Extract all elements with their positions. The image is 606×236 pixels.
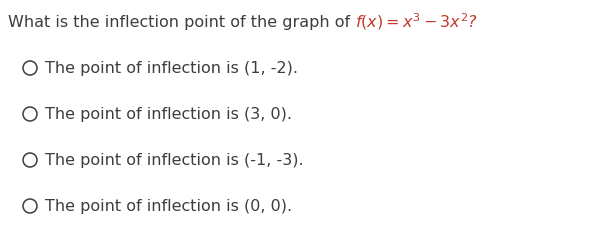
Text: The point of inflection is (1, -2).: The point of inflection is (1, -2). <box>45 60 298 76</box>
Text: What is the inflection point of the graph of: What is the inflection point of the grap… <box>8 14 355 30</box>
Text: The point of inflection is (0, 0).: The point of inflection is (0, 0). <box>45 198 292 214</box>
Text: $f(x) = x^3 - 3x^2$?: $f(x) = x^3 - 3x^2$? <box>355 12 478 32</box>
Text: The point of inflection is (3, 0).: The point of inflection is (3, 0). <box>45 106 292 122</box>
Text: The point of inflection is (-1, -3).: The point of inflection is (-1, -3). <box>45 152 304 168</box>
